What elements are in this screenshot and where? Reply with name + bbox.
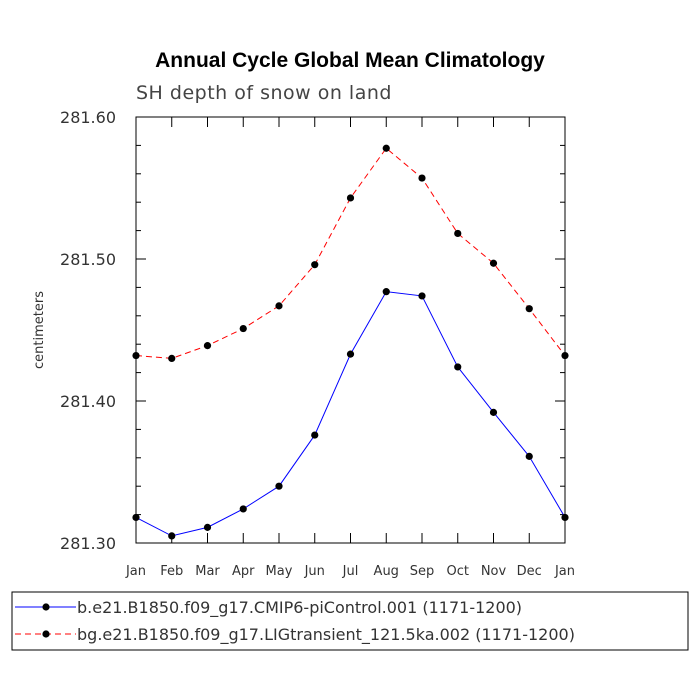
x-tick-label: Mar [195, 564, 220, 579]
y-tick-label: 281.40 [60, 392, 116, 411]
x-tick-label: May [266, 564, 293, 579]
series-2-point [454, 229, 462, 238]
series-1-point [132, 513, 140, 522]
series-2-point [525, 305, 533, 313]
series-layer [132, 144, 569, 540]
y-tick-label: 281.30 [60, 534, 116, 553]
series-2-point [168, 354, 176, 362]
series-2-point [311, 261, 319, 269]
legend-label-1: b.e21.B1850.f09_g17.CMIP6-piControl.001 … [77, 598, 522, 618]
y-axis-label: centimeters [32, 291, 47, 369]
legend-box [11, 591, 689, 651]
series-1-point [418, 292, 426, 300]
series-line-2 [135, 147, 566, 359]
series-1-point [561, 513, 569, 522]
series-2-point [489, 259, 498, 267]
series-2-point [418, 174, 426, 182]
series-2-point [275, 302, 283, 310]
series-1-point [311, 431, 319, 439]
x-tick-label: Aug [374, 564, 399, 579]
x-tick-label: Jul [342, 564, 359, 579]
y-tick-label: 281.60 [60, 108, 116, 127]
series-1-point [346, 350, 355, 358]
legend-label-2: bg.e21.B1850.f09_g17.LIGtransient_121.5k… [77, 625, 575, 645]
x-tick-label: Jun [304, 564, 325, 579]
series-2-point [132, 351, 140, 360]
series-1-point [275, 482, 283, 490]
x-tick-label: Sep [410, 564, 435, 579]
series-2-point [239, 324, 247, 333]
x-tick-label: Oct [447, 564, 469, 579]
plot-frame [135, 116, 566, 544]
series-1-point [454, 363, 462, 371]
series-2-point [561, 351, 569, 360]
series-2-point [382, 144, 390, 152]
series-1-point [203, 523, 212, 531]
legend-marker-1 [42, 603, 50, 611]
series-1-point [525, 452, 533, 460]
x-tick-label: Dec [517, 564, 542, 579]
series-2-point [203, 342, 212, 350]
chart-subtitle: SH depth of snow on land [136, 82, 392, 104]
series-1-point [168, 532, 176, 540]
x-tick-label: Nov [481, 564, 507, 579]
series-line-1 [135, 291, 566, 537]
series-2-point [346, 194, 355, 202]
y-tick-label: 281.50 [60, 250, 116, 269]
x-tick-label: Apr [232, 564, 255, 579]
x-tick-label: Feb [160, 564, 183, 579]
legend: b.e21.B1850.f09_g17.CMIP6-piControl.001 … [15, 598, 575, 645]
chart-title: Annual Cycle Global Mean Climatology [155, 49, 545, 72]
series-1-point [382, 288, 390, 296]
axis-ticks: Jan Feb Mar Apr May Jun Jul Aug Sep Oct Nov Dec Jan 2… [60, 108, 575, 579]
x-tick-label: Jan [125, 564, 146, 579]
x-tick-label: Jan [554, 564, 575, 579]
series-1-point [239, 505, 247, 513]
legend-marker-2 [42, 630, 50, 638]
series-1-point [489, 408, 498, 416]
